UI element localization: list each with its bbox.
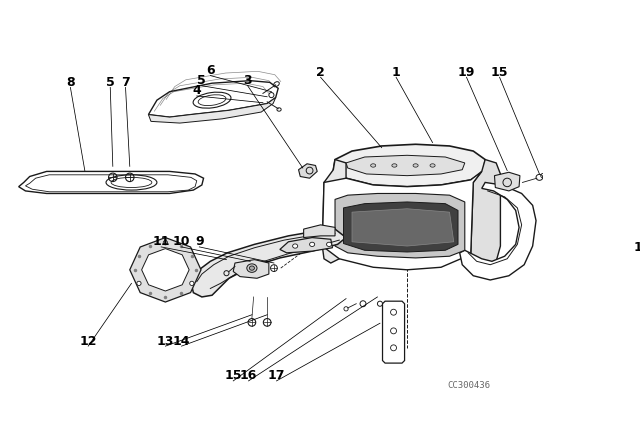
Text: 9: 9	[195, 235, 204, 248]
Text: 17: 17	[268, 369, 285, 382]
Text: 12: 12	[79, 335, 97, 348]
Text: 6: 6	[206, 64, 214, 77]
Text: CC300436: CC300436	[447, 382, 490, 391]
Text: 10: 10	[173, 235, 190, 248]
Text: 4: 4	[193, 84, 201, 97]
Polygon shape	[233, 260, 269, 278]
Ellipse shape	[250, 266, 255, 270]
Polygon shape	[19, 172, 204, 194]
Polygon shape	[352, 209, 454, 246]
Polygon shape	[130, 237, 201, 302]
Polygon shape	[323, 172, 482, 270]
Text: 11: 11	[152, 235, 170, 248]
Ellipse shape	[390, 328, 397, 334]
Polygon shape	[191, 229, 346, 297]
Polygon shape	[460, 182, 536, 280]
Polygon shape	[323, 159, 346, 263]
Polygon shape	[383, 301, 404, 363]
Polygon shape	[495, 172, 520, 191]
Text: 13: 13	[157, 335, 174, 348]
Text: 5: 5	[106, 76, 115, 89]
Ellipse shape	[189, 281, 194, 285]
Polygon shape	[280, 237, 332, 253]
Polygon shape	[333, 144, 485, 187]
Text: 8: 8	[66, 76, 75, 89]
Ellipse shape	[390, 345, 397, 351]
Ellipse shape	[430, 164, 435, 167]
Ellipse shape	[247, 264, 257, 272]
Text: 18: 18	[634, 241, 640, 254]
Text: 1: 1	[392, 66, 401, 79]
Text: 5: 5	[198, 74, 206, 87]
Text: 15: 15	[225, 369, 242, 382]
Text: 14: 14	[173, 335, 190, 348]
Polygon shape	[148, 81, 278, 117]
Polygon shape	[471, 159, 500, 267]
Text: 19: 19	[458, 66, 475, 79]
Ellipse shape	[413, 164, 418, 167]
Ellipse shape	[137, 281, 141, 285]
Polygon shape	[344, 202, 458, 252]
Polygon shape	[335, 194, 465, 258]
Ellipse shape	[163, 241, 168, 245]
Ellipse shape	[326, 242, 332, 246]
Ellipse shape	[390, 309, 397, 315]
Ellipse shape	[392, 164, 397, 167]
Ellipse shape	[310, 242, 315, 246]
Polygon shape	[141, 249, 189, 291]
Polygon shape	[148, 98, 276, 123]
Polygon shape	[303, 225, 335, 237]
Ellipse shape	[292, 244, 298, 248]
Text: 3: 3	[243, 74, 252, 87]
Polygon shape	[298, 164, 317, 178]
Ellipse shape	[371, 164, 376, 167]
Text: 15: 15	[491, 66, 508, 79]
Text: 2: 2	[316, 66, 325, 79]
Text: 7: 7	[121, 76, 130, 89]
Text: 16: 16	[240, 369, 257, 382]
Polygon shape	[346, 155, 465, 176]
